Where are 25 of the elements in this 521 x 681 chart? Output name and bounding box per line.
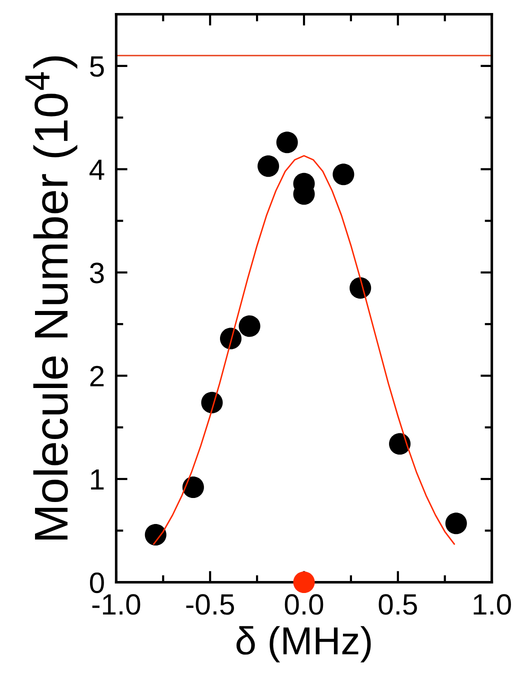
point xyxy=(445,512,467,534)
point xyxy=(144,524,166,546)
x-tick-label: -0.5 xyxy=(186,594,234,615)
x-tick-label: 0.0 xyxy=(284,594,324,615)
point xyxy=(293,571,315,594)
x-tick-label: 1.0 xyxy=(474,594,511,615)
point xyxy=(258,155,280,177)
point xyxy=(182,476,204,498)
y-tick-label: 3 xyxy=(90,262,104,284)
y-tick-label: 0 xyxy=(90,572,104,594)
point xyxy=(220,328,242,350)
point xyxy=(332,164,354,186)
x-axis-title: δ (MHz) xyxy=(236,626,371,662)
x-tick-label: -1.0 xyxy=(92,594,140,615)
point xyxy=(201,392,223,414)
point xyxy=(389,433,411,455)
y-tick-label: 5 xyxy=(90,56,104,77)
point xyxy=(350,277,372,299)
x-tick-label: 0.5 xyxy=(378,594,417,615)
y-tick-label: 1 xyxy=(91,469,104,490)
y-tick-label: 4 xyxy=(90,160,104,180)
point xyxy=(276,132,298,154)
y-tick-label: 2 xyxy=(90,366,104,386)
point xyxy=(238,315,260,337)
y-axis-title: Molecule Number (10$^{4}$) xyxy=(25,56,78,540)
